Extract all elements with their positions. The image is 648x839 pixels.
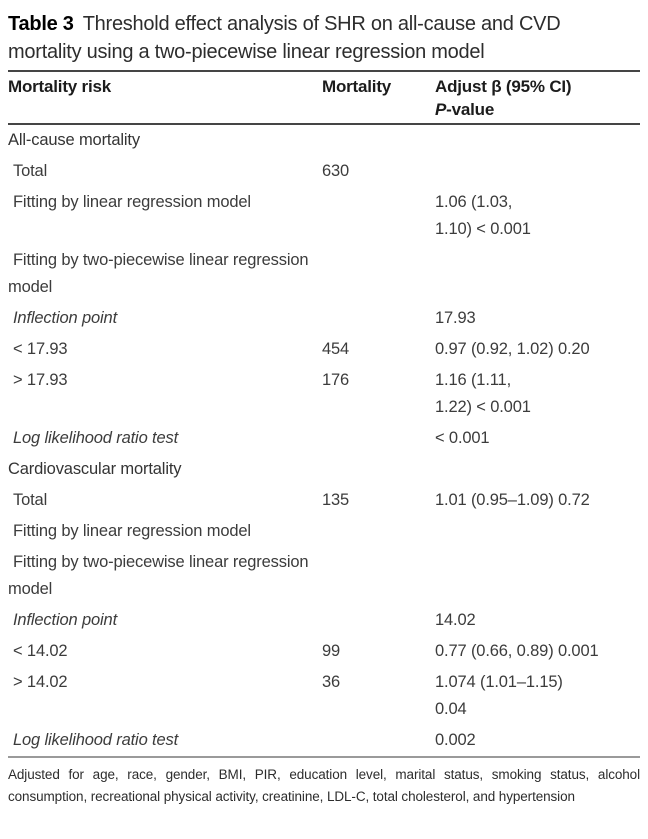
row-value: 0.77 (0.66, 0.89) 0.001 <box>435 642 599 660</box>
row-risk: Log likelihood ratio test <box>13 731 179 749</box>
table-row: > 17.93 176 1.16 (1.11, 1.22) < 0.001 <box>8 365 640 423</box>
row-mortality <box>322 518 435 545</box>
row-risk: Fitting by linear regression model <box>13 522 251 540</box>
table-row: < 14.02 99 0.77 (0.66, 0.89) 0.001 <box>8 636 640 667</box>
row-risk: > 17.93 <box>13 371 68 389</box>
row-mortality: 176 <box>322 371 350 389</box>
table-row: Cardiovascular mortality <box>8 454 640 485</box>
row-value: 1.074 (1.01–1.15) 0.04 <box>435 673 563 718</box>
row-value: 0.002 <box>435 731 476 749</box>
table-row: Log likelihood ratio test < 0.001 <box>8 423 640 454</box>
row-value: 1.06 (1.03, 1.10) < 0.001 <box>435 193 531 238</box>
row-value: 0.97 (0.92, 1.02) 0.20 <box>435 340 590 358</box>
table-row: Fitting by two-piecewise linear regressi… <box>8 547 640 605</box>
row-risk: Fitting by two-piecewise linear regressi… <box>8 553 309 598</box>
table-row: Total 630 <box>8 156 640 187</box>
header-value-suffix: -value <box>446 100 495 119</box>
table-row: All-cause mortality <box>8 125 640 156</box>
table-row: Log likelihood ratio test 0.002 <box>8 725 640 756</box>
table-row: Fitting by linear regression model 1.06 … <box>8 187 640 245</box>
row-value <box>435 518 640 545</box>
row-mortality <box>322 549 435 603</box>
row-mortality: 99 <box>322 642 341 660</box>
row-risk: Inflection point <box>13 309 118 327</box>
header-adjust-beta-line: Adjust β (95% CI) <box>435 77 572 96</box>
row-risk: Total <box>13 491 48 509</box>
row-risk: Log likelihood ratio test <box>13 429 179 447</box>
table-row: Total 135 1.01 (0.95–1.09) 0.72 <box>8 485 640 516</box>
table-row: Fitting by two-piecewise linear regressi… <box>8 245 640 303</box>
row-risk: > 14.02 <box>13 673 68 691</box>
table-title: Table 3 Threshold effect analysis of SHR … <box>8 10 640 66</box>
row-mortality: 630 <box>322 162 350 180</box>
row-value <box>435 158 640 185</box>
row-risk: < 17.93 <box>13 340 68 358</box>
header-mortality-risk: Mortality risk <box>8 77 112 96</box>
row-risk: Fitting by linear regression model <box>13 193 251 211</box>
row-value: 14.02 <box>435 611 476 629</box>
table-row: Inflection point 17.93 <box>8 303 640 334</box>
table-row: Fitting by linear regression model <box>8 516 640 547</box>
row-mortality <box>322 305 435 332</box>
row-risk: Cardiovascular mortality <box>8 460 182 478</box>
row-value <box>435 247 640 301</box>
row-value <box>435 549 640 603</box>
row-mortality: 135 <box>322 491 350 509</box>
row-value <box>435 456 640 483</box>
row-mortality <box>322 607 435 634</box>
row-mortality: 36 <box>322 673 341 691</box>
row-mortality <box>322 127 435 154</box>
row-value: 17.93 <box>435 309 476 327</box>
header-pvalue-line: P-value <box>435 98 640 121</box>
row-risk: Fitting by two-piecewise linear regressi… <box>8 251 309 296</box>
table-body: All-cause mortality Total 630 Fitting by… <box>8 125 640 756</box>
table-row: < 17.93 454 0.97 (0.92, 1.02) 0.20 <box>8 334 640 365</box>
header-p-italic: P <box>435 100 447 119</box>
row-value: 1.01 (0.95–1.09) 0.72 <box>435 491 590 509</box>
row-mortality <box>322 425 435 452</box>
top-rule <box>8 70 640 72</box>
row-mortality: 454 <box>322 340 350 358</box>
table-row: > 14.02 36 1.074 (1.01–1.15) 0.04 <box>8 667 640 725</box>
bottom-rule <box>8 756 640 758</box>
header-mortality: Mortality <box>322 77 392 96</box>
row-risk: Total <box>13 162 48 180</box>
row-value: < 0.001 <box>435 429 490 447</box>
row-mortality <box>322 456 435 483</box>
row-mortality <box>322 247 435 301</box>
header-row: Mortality risk Mortality Adjust β (95% C… <box>8 72 640 123</box>
header-adjust-beta-pvalue: Adjust β (95% CI) P-value <box>435 75 640 121</box>
row-risk: Inflection point <box>13 611 118 629</box>
table-number-label: Table 3 <box>8 13 74 35</box>
header-rule <box>8 123 640 125</box>
table-title-text: Threshold effect analysis of SHR on all-… <box>8 13 561 63</box>
row-risk: < 14.02 <box>13 642 68 660</box>
row-value: 1.16 (1.11, 1.22) < 0.001 <box>435 371 531 416</box>
row-value <box>435 127 640 154</box>
row-risk: All-cause mortality <box>8 131 140 149</box>
table-footnote: Adjusted for age, race, gender, BMI, PIR… <box>8 767 640 804</box>
row-mortality <box>322 727 435 754</box>
table-row: Inflection point 14.02 <box>8 605 640 636</box>
row-mortality <box>322 189 435 243</box>
